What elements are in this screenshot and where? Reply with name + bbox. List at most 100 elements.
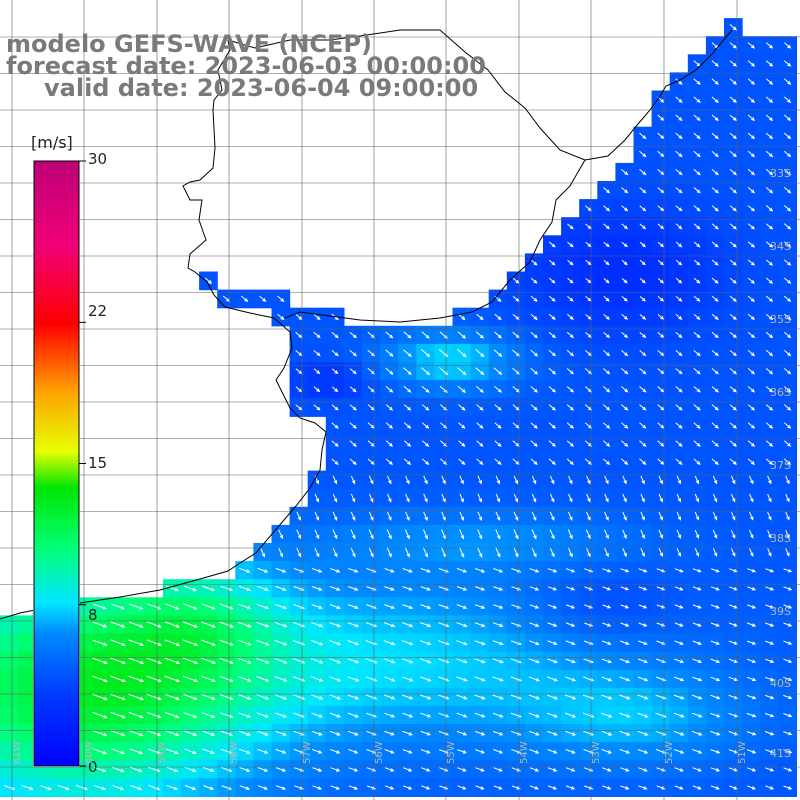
longitude-label: 61W <box>12 741 23 764</box>
wind-arrow <box>676 475 681 485</box>
wind-arrow <box>765 640 775 645</box>
longitude-label: 59W <box>157 741 168 764</box>
wind-arrow <box>601 676 613 682</box>
latitude-label: 37S <box>770 459 791 472</box>
wind-arrow <box>692 785 702 790</box>
wind-arrow <box>640 529 645 540</box>
field-cell <box>0 705 19 725</box>
wind-arrow <box>711 331 719 339</box>
wind-arrow <box>765 168 774 176</box>
latitude-label: 35S <box>770 313 791 326</box>
wind-arrow <box>693 313 701 320</box>
wind-arrow <box>567 223 574 230</box>
wind-arrow <box>639 368 647 375</box>
wind-arrow <box>601 658 613 664</box>
wind-arrow <box>693 368 701 375</box>
wind-arrow <box>182 639 199 646</box>
wind-arrow <box>601 730 613 736</box>
wind-arrow <box>747 205 756 212</box>
wind-arrow <box>202 585 216 592</box>
wind-arrow <box>566 586 576 591</box>
wind-arrow <box>710 622 720 627</box>
wind-arrow <box>201 603 216 610</box>
wind-arrow <box>765 422 774 429</box>
wind-arrow <box>749 511 754 521</box>
wind-arrow <box>586 493 591 503</box>
wind-arrow <box>404 547 410 558</box>
wind-arrow <box>565 785 576 790</box>
wind-arrow <box>783 368 792 375</box>
wind-arrow <box>602 785 612 790</box>
wind-arrow <box>765 187 774 194</box>
wind-arrow <box>350 511 356 521</box>
wind-arrow <box>164 639 181 646</box>
wind-arrow <box>783 96 792 103</box>
wind-arrow <box>219 621 235 628</box>
wind-arrow <box>783 277 792 284</box>
wind-arrow <box>603 314 610 320</box>
wind-arrow <box>402 730 413 736</box>
wind-arrow <box>274 639 288 646</box>
wind-arrow <box>314 511 320 521</box>
wind-arrow <box>619 694 631 700</box>
wind-arrow <box>619 712 631 718</box>
wind-arrow <box>620 640 630 645</box>
wind-arrow <box>730 475 736 485</box>
wind-arrow <box>730 529 736 539</box>
wind-arrow <box>747 241 755 248</box>
wind-arrow <box>693 422 701 429</box>
wind-arrow <box>675 440 683 447</box>
wind-arrow <box>729 114 737 122</box>
wind-arrow <box>693 114 701 122</box>
wind-arrow <box>673 712 685 718</box>
wind-arrow <box>403 404 412 411</box>
wind-arrow <box>675 205 683 212</box>
wind-arrow <box>767 548 772 557</box>
wind-arrow <box>693 277 701 284</box>
wind-arrow <box>693 404 701 411</box>
wind-arrow <box>164 693 180 701</box>
wind-arrow <box>201 657 217 664</box>
wind-arrow <box>349 458 357 465</box>
wind-arrow <box>547 640 558 645</box>
wind-arrow <box>421 331 430 339</box>
wind-arrow <box>493 586 504 591</box>
wind-arrow <box>675 458 683 465</box>
wind-arrow <box>568 493 573 503</box>
wind-arrow <box>201 621 217 628</box>
wind-arrow <box>475 749 486 754</box>
wind-arrow <box>331 422 339 429</box>
wind-arrow <box>765 132 774 140</box>
wind-arrow <box>712 529 718 539</box>
wind-arrow <box>93 766 107 773</box>
wind-arrow <box>405 511 410 522</box>
wind-arrow <box>711 440 719 447</box>
wind-arrow <box>256 712 270 718</box>
wind-arrow <box>747 150 756 158</box>
wind-arrow <box>783 422 792 429</box>
wind-arrow <box>256 621 270 628</box>
wind-arrow <box>146 639 163 646</box>
wind-arrow <box>602 458 611 465</box>
wind-arrow <box>783 386 792 393</box>
wind-arrow <box>712 548 718 557</box>
wind-arrow <box>693 350 701 357</box>
wind-arrow <box>565 658 576 664</box>
wind-arrow <box>586 511 591 521</box>
wind-arrow <box>312 785 323 790</box>
wind-arrow <box>566 440 575 447</box>
field-cell <box>18 742 37 761</box>
wind-arrow <box>311 694 324 700</box>
wind-arrow <box>749 529 754 539</box>
wind-arrow <box>765 440 774 447</box>
wind-arrow <box>729 295 737 302</box>
wind-arrow <box>275 567 287 573</box>
wind-arrow <box>785 475 790 485</box>
wind-arrow <box>676 493 681 503</box>
wind-arrow <box>238 585 252 592</box>
wind-arrow <box>183 712 198 719</box>
wind-arrow <box>164 675 181 683</box>
wind-arrow <box>421 422 430 429</box>
wind-arrow <box>421 367 431 376</box>
